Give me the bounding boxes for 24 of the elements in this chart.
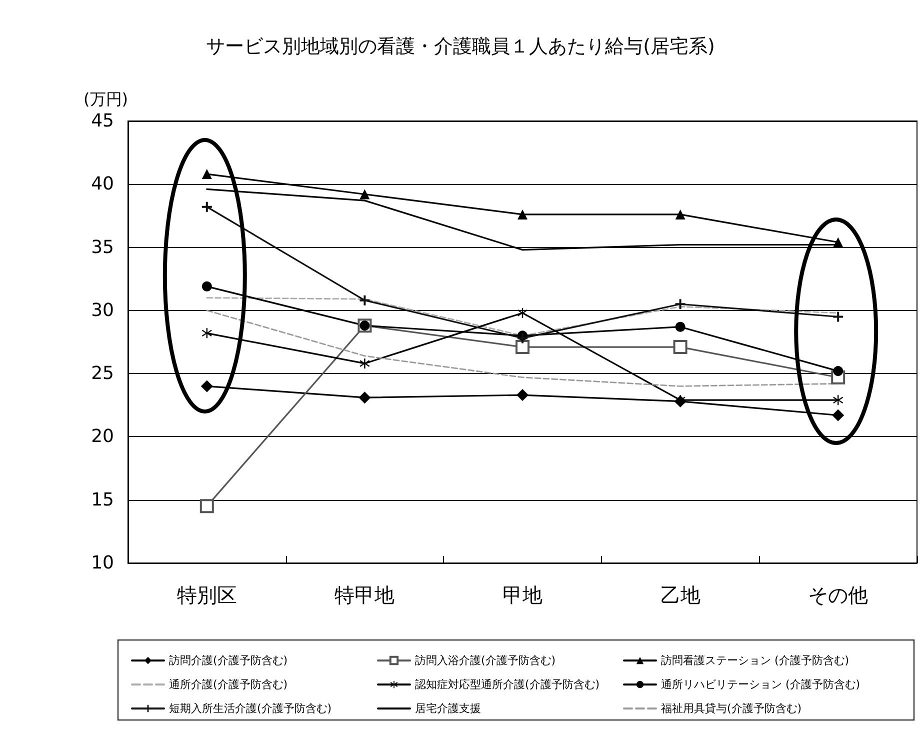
legend-label: 認知症対応型通所介護(介護予防含む)	[415, 678, 600, 691]
y-tick-label: 35	[91, 236, 114, 258]
y-tick-label: 30	[91, 300, 114, 321]
legend-label: 訪問看護ステーション (介護予防含む)	[661, 654, 850, 667]
y-tick-label: 25	[91, 363, 114, 384]
legend-label: 訪問介護(介護予防含む)	[169, 654, 288, 667]
legend-label: 通所介護(介護予防含む)	[169, 678, 288, 691]
x-tick-label: 特甲地	[334, 583, 395, 607]
legend-label: 福祉用具貸与(介護予防含む)	[661, 702, 802, 715]
chart-title: サービス別地域別の看護・介護職員１人あたり給与(居宅系)	[206, 36, 715, 58]
y-tick-label: 20	[91, 426, 114, 448]
y-tick-label: 45	[91, 110, 114, 132]
legend-label: 短期入所生活介護(介護予防含む)	[169, 702, 332, 715]
y-tick-label: 40	[91, 174, 114, 195]
legend-label: 居宅介護支援	[415, 702, 481, 715]
y-tick-label: 10	[91, 552, 114, 574]
x-tick-label: 特別区	[176, 583, 237, 607]
y-axis-title: (万円)	[84, 90, 128, 108]
legend-label: 訪問入浴介護(介護予防含む)	[415, 654, 556, 667]
x-tick-label: 甲地	[502, 583, 542, 607]
y-tick-label: 15	[91, 489, 114, 510]
legend-label: 通所リハビリテーション (介護予防含む)	[661, 678, 860, 691]
x-tick-label: その他	[808, 583, 868, 607]
x-tick-label: 乙地	[660, 583, 700, 607]
